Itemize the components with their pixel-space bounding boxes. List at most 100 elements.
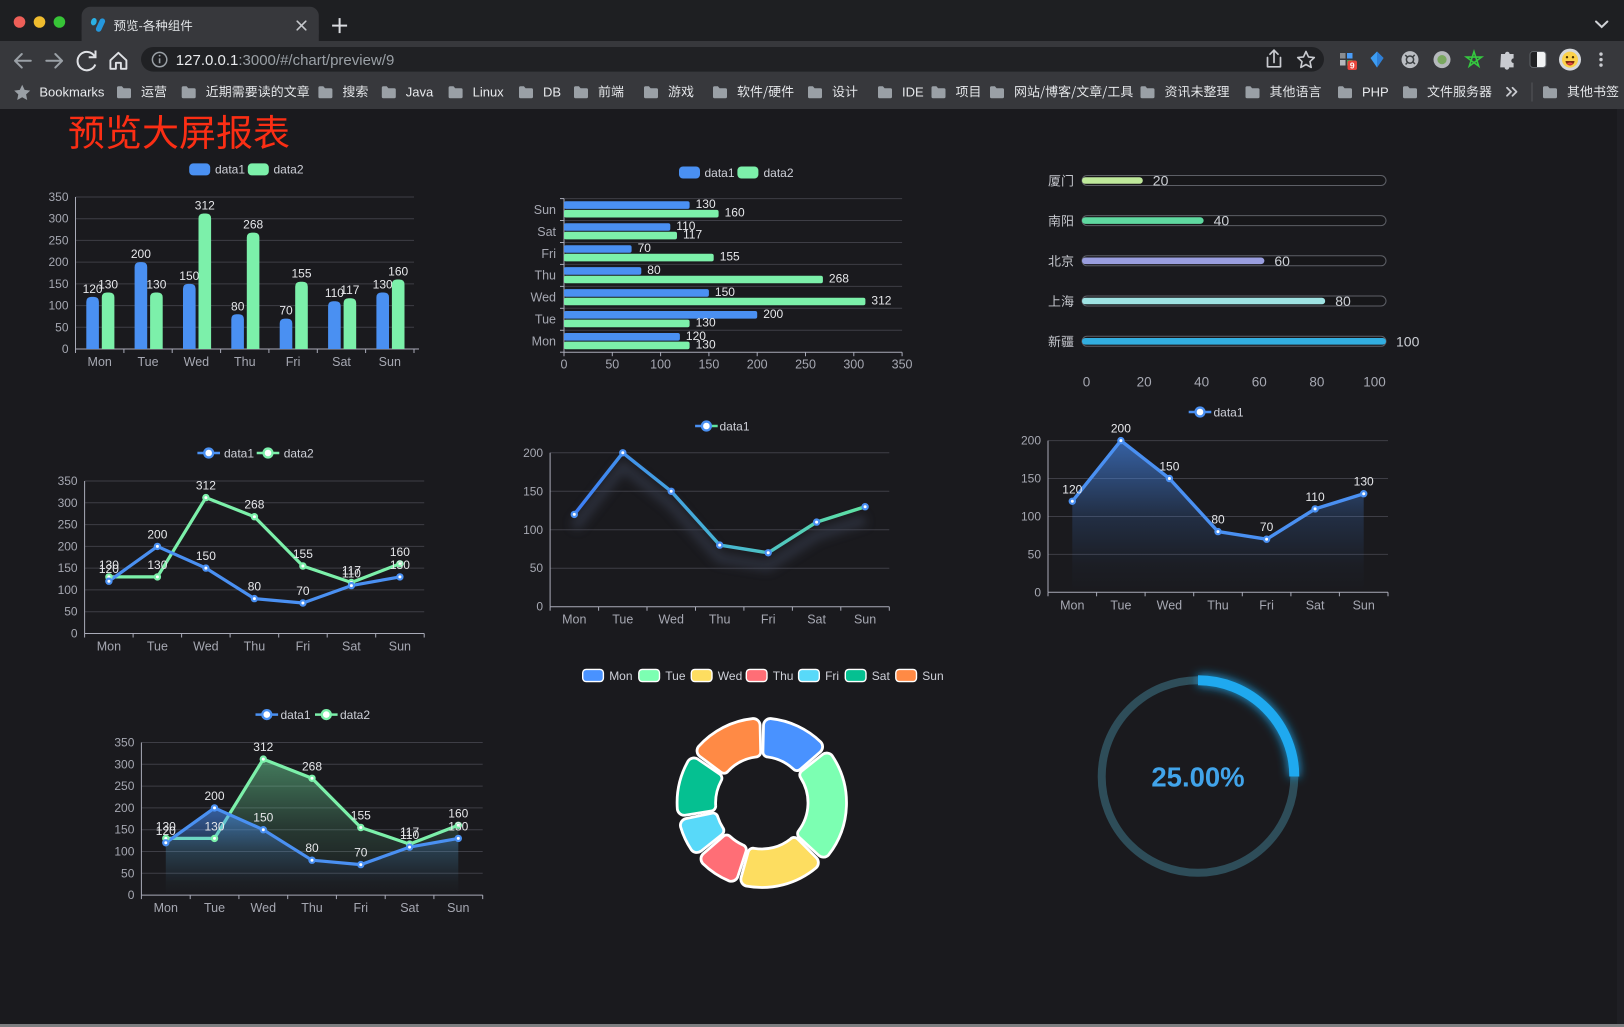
- svg-text:130: 130: [98, 278, 118, 292]
- svg-text:150: 150: [196, 549, 216, 563]
- svg-text:130: 130: [204, 819, 224, 833]
- svg-text:DB: DB: [543, 84, 561, 99]
- svg-text:Tue: Tue: [147, 640, 168, 654]
- svg-text:150: 150: [253, 811, 273, 825]
- svg-text:117: 117: [340, 283, 359, 297]
- svg-text:100: 100: [1021, 510, 1041, 524]
- svg-text:data1: data1: [215, 163, 245, 177]
- svg-text:Sat: Sat: [332, 355, 351, 369]
- svg-text:150: 150: [58, 561, 78, 575]
- svg-text:Java: Java: [406, 84, 434, 99]
- svg-text:Thu: Thu: [244, 640, 266, 654]
- svg-text:Sat: Sat: [400, 901, 419, 915]
- svg-text:117: 117: [342, 564, 361, 578]
- svg-text:130: 130: [696, 337, 716, 351]
- svg-text:70: 70: [354, 846, 368, 860]
- svg-text:Sat: Sat: [537, 225, 556, 239]
- svg-text:250: 250: [58, 518, 78, 532]
- svg-text:Sun: Sun: [534, 203, 556, 217]
- svg-text:data1: data1: [720, 419, 750, 433]
- svg-text:200: 200: [114, 801, 134, 815]
- svg-text:50: 50: [55, 320, 69, 334]
- svg-text:200: 200: [1111, 422, 1131, 436]
- svg-text:110: 110: [325, 286, 344, 300]
- svg-text:Thu: Thu: [534, 269, 556, 283]
- svg-text:130: 130: [99, 558, 119, 572]
- svg-text:Tue: Tue: [612, 613, 633, 627]
- svg-text:9: 9: [1350, 60, 1355, 70]
- svg-text:Sun: Sun: [447, 901, 469, 915]
- svg-text:200: 200: [147, 527, 167, 541]
- svg-text:350: 350: [892, 358, 913, 372]
- svg-text:110: 110: [676, 219, 695, 233]
- svg-text:Wed: Wed: [193, 640, 219, 654]
- svg-text:Wed: Wed: [1157, 598, 1183, 612]
- svg-text:130: 130: [146, 278, 166, 292]
- svg-text:312: 312: [871, 294, 891, 308]
- svg-text:100: 100: [48, 299, 68, 313]
- svg-text:data1: data1: [224, 446, 254, 460]
- svg-text:120: 120: [156, 824, 176, 838]
- svg-text:130: 130: [1354, 475, 1374, 489]
- svg-text:200: 200: [58, 539, 78, 553]
- svg-text:data2: data2: [284, 446, 314, 460]
- svg-text:Fri: Fri: [354, 901, 369, 915]
- svg-text:312: 312: [253, 740, 273, 754]
- svg-text:130: 130: [448, 819, 468, 833]
- svg-text:100: 100: [58, 583, 78, 597]
- svg-text:50: 50: [605, 358, 619, 372]
- svg-text:100: 100: [1363, 375, 1386, 390]
- svg-text:268: 268: [244, 498, 264, 512]
- svg-text:350: 350: [58, 474, 78, 488]
- svg-text:300: 300: [48, 212, 68, 226]
- svg-text:250: 250: [114, 779, 134, 793]
- svg-text:250: 250: [795, 358, 816, 372]
- svg-text:100: 100: [523, 523, 543, 537]
- svg-text:25.00%: 25.00%: [1151, 762, 1244, 793]
- svg-text:Mon: Mon: [562, 613, 586, 627]
- svg-text:200: 200: [747, 358, 768, 372]
- svg-text:Sat: Sat: [1306, 598, 1325, 612]
- svg-text:IDE: IDE: [902, 84, 924, 99]
- svg-text:0: 0: [128, 888, 135, 902]
- svg-text:268: 268: [829, 272, 849, 286]
- svg-text:100: 100: [114, 845, 134, 859]
- svg-text:0: 0: [1034, 585, 1041, 599]
- svg-text:Tue: Tue: [665, 669, 686, 683]
- svg-text:80: 80: [647, 263, 661, 277]
- svg-text:70: 70: [638, 241, 652, 255]
- svg-text:data2: data2: [274, 163, 304, 177]
- svg-text:Sat: Sat: [807, 613, 826, 627]
- svg-text:130: 130: [147, 558, 167, 572]
- svg-text:130: 130: [156, 819, 176, 833]
- svg-text:160: 160: [390, 545, 410, 559]
- svg-text:Fri: Fri: [1259, 598, 1274, 612]
- svg-text:Sat: Sat: [872, 669, 891, 683]
- svg-text:150: 150: [179, 269, 199, 283]
- svg-text:Fri: Fri: [296, 640, 311, 654]
- svg-text:Wed: Wed: [658, 613, 684, 627]
- svg-text:20: 20: [1137, 375, 1152, 390]
- svg-text:70: 70: [279, 304, 293, 318]
- svg-text:Mon: Mon: [532, 335, 556, 349]
- svg-text:160: 160: [448, 806, 468, 820]
- svg-text:data1: data1: [705, 166, 735, 180]
- svg-text:100: 100: [650, 358, 671, 372]
- svg-text:300: 300: [843, 358, 864, 372]
- svg-text:100: 100: [1396, 333, 1420, 349]
- svg-text:117: 117: [400, 825, 419, 839]
- svg-text:Fri: Fri: [761, 613, 776, 627]
- svg-text:Sun: Sun: [379, 355, 401, 369]
- svg-text:Tue: Tue: [1110, 598, 1131, 612]
- svg-text:Wed: Wed: [718, 669, 742, 683]
- svg-text:Tue: Tue: [137, 355, 158, 369]
- svg-text:312: 312: [196, 479, 216, 493]
- svg-text:155: 155: [720, 250, 740, 264]
- svg-text:150: 150: [48, 277, 68, 291]
- svg-text:70: 70: [296, 584, 310, 598]
- svg-text:Mon: Mon: [88, 355, 112, 369]
- svg-text:312: 312: [195, 199, 215, 213]
- svg-text:130: 130: [390, 558, 410, 572]
- svg-text:250: 250: [48, 233, 68, 247]
- svg-text:Linux: Linux: [473, 84, 505, 99]
